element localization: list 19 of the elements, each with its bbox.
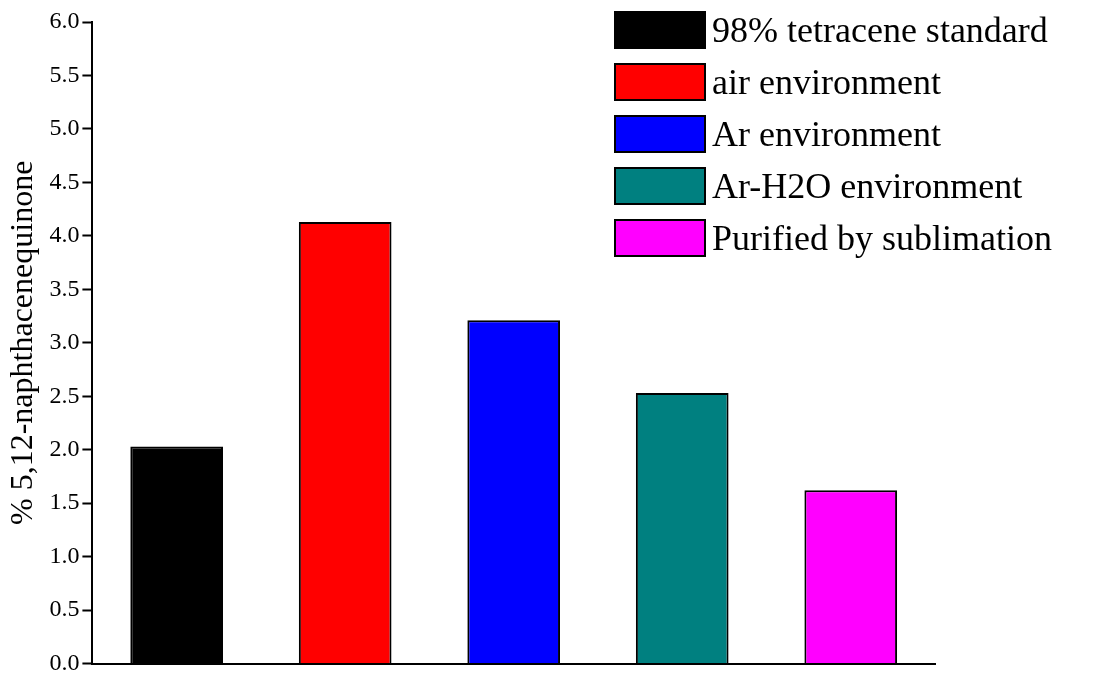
legend-label: 98% tetracene standard xyxy=(712,10,1048,50)
y-tick-label: 1.0 xyxy=(49,541,80,568)
legend-label: Purified by sublimation xyxy=(712,218,1052,258)
legend-label: air environment xyxy=(712,62,941,102)
y-tick-label: 1.5 xyxy=(49,488,80,515)
y-tick-label: 5.0 xyxy=(49,114,80,141)
y-tick-label: 6.0 xyxy=(49,7,80,34)
y-tick-label: 3.0 xyxy=(49,328,80,355)
y-axis-title: % 5,12-naphthacenequinone xyxy=(2,160,39,525)
y-tick-label: 0.5 xyxy=(49,595,80,622)
y-tick-label: 4.0 xyxy=(49,221,80,248)
y-tick-label: 3.5 xyxy=(49,274,80,301)
y-tick-label: 2.0 xyxy=(49,435,80,462)
y-tick-label: 5.5 xyxy=(49,60,80,87)
y-tick-label: 4.5 xyxy=(49,167,80,194)
legend-label: Ar-H2O environment xyxy=(712,166,1023,206)
legend-label: Ar environment xyxy=(712,114,941,154)
y-tick-label: 2.5 xyxy=(49,381,80,408)
y-tick-label: 0.0 xyxy=(49,648,80,675)
